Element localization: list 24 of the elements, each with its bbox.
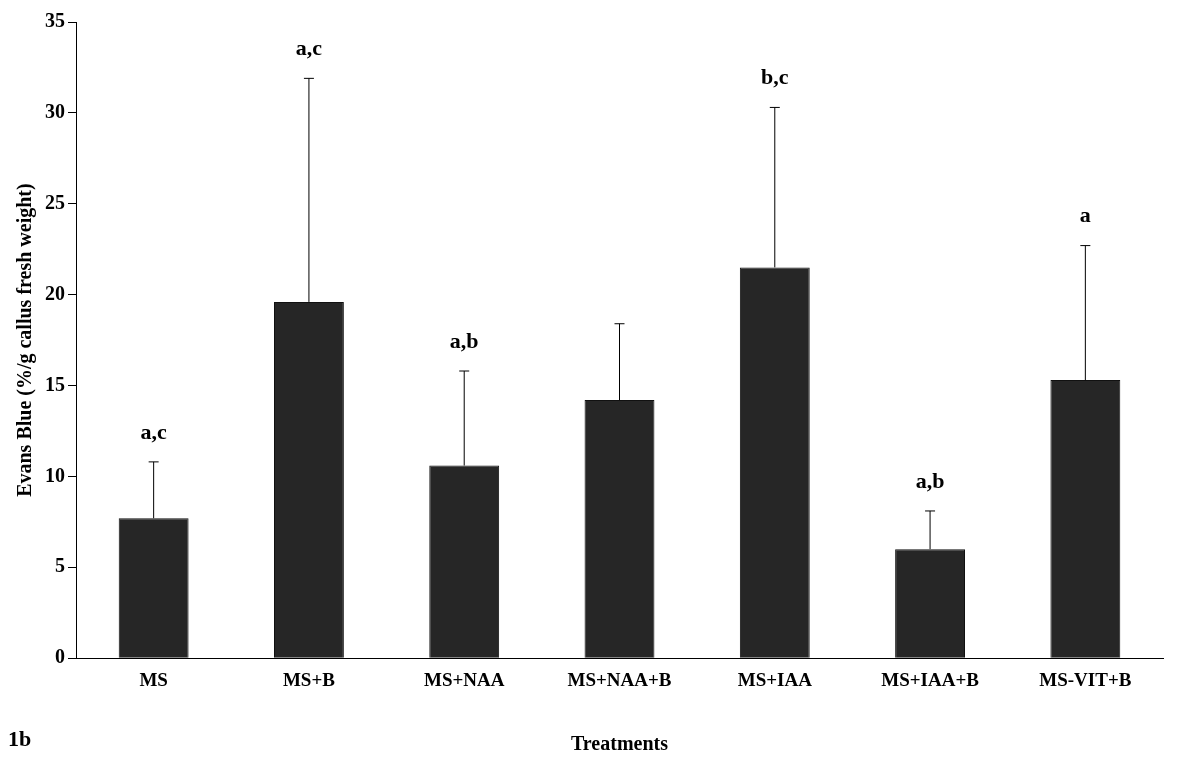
y-tick-label: 25 [45, 190, 65, 213]
x-tick-label: MS+NAA+B [567, 668, 672, 690]
annotation: b,c [761, 64, 789, 90]
x-tick-label: MS+IAA+B [881, 668, 980, 690]
annotation: a,b [449, 327, 479, 353]
y-tick-label: 30 [45, 100, 65, 123]
y-tick-label: 20 [45, 281, 65, 304]
y-tick-label: 35 [45, 9, 65, 32]
annotation: a [1079, 202, 1091, 228]
y-tick-label: 10 [45, 463, 65, 486]
annotation: a,c [295, 35, 323, 61]
annotation: a,b [915, 467, 945, 493]
x-axis-title: Treatments [570, 732, 669, 755]
y-tick-label: 5 [55, 554, 65, 577]
x-tick-label: MS-VIT+B [1039, 668, 1132, 690]
x-tick-label: MS [139, 668, 168, 690]
x-tick-label: MS+NAA [423, 668, 505, 690]
y-tick-label: 15 [45, 372, 65, 395]
y-axis-title: Evans Blue (%/g callus fresh weight) [13, 183, 37, 497]
y-tick-label: 0 [55, 645, 65, 668]
text: 1b [8, 725, 32, 751]
x-tick-label: MS+B [282, 668, 336, 690]
annotation: a,c [140, 418, 168, 444]
x-tick-label: MS+IAA [737, 668, 813, 690]
